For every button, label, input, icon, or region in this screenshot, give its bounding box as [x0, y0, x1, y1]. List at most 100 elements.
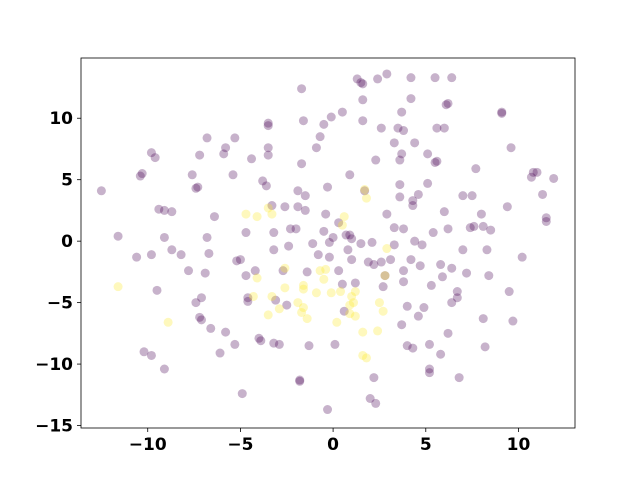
point — [209, 212, 219, 222]
point — [328, 232, 338, 242]
point — [334, 218, 344, 228]
point — [326, 288, 336, 298]
point — [406, 94, 416, 104]
point — [250, 266, 260, 276]
point — [313, 250, 323, 260]
point — [397, 149, 407, 159]
point — [150, 153, 160, 163]
point — [330, 339, 340, 349]
point — [399, 277, 409, 287]
point — [358, 327, 368, 337]
point — [486, 225, 496, 235]
point — [430, 73, 440, 83]
point — [497, 108, 507, 118]
point — [332, 317, 342, 327]
point — [424, 364, 434, 374]
x-tick-label: 0 — [327, 435, 339, 455]
point — [261, 181, 271, 191]
point — [339, 212, 349, 222]
point — [347, 234, 357, 244]
point — [345, 170, 355, 180]
point — [280, 263, 290, 273]
point — [300, 191, 310, 201]
point — [311, 288, 321, 298]
point — [284, 241, 294, 251]
point — [319, 226, 329, 236]
point — [408, 201, 418, 211]
y-tick-label: −15 — [35, 417, 73, 437]
point — [345, 300, 355, 310]
point — [215, 348, 225, 358]
point — [478, 221, 488, 231]
point — [228, 170, 238, 180]
point — [321, 264, 331, 274]
point — [452, 293, 462, 303]
point — [476, 209, 486, 219]
point — [373, 74, 383, 84]
point — [423, 149, 433, 159]
point — [280, 202, 290, 212]
point — [360, 186, 370, 196]
point — [297, 159, 307, 169]
point — [532, 167, 542, 177]
point — [230, 339, 240, 349]
point — [184, 266, 194, 276]
point — [541, 216, 551, 226]
point — [356, 78, 366, 88]
point — [252, 273, 262, 283]
point — [302, 314, 312, 324]
point — [380, 271, 390, 281]
point — [395, 180, 405, 190]
point — [243, 296, 253, 306]
x-tick-label: 5 — [420, 435, 432, 455]
point — [430, 157, 440, 167]
point — [376, 257, 386, 267]
point — [373, 326, 383, 336]
point — [297, 307, 307, 317]
point — [341, 230, 351, 240]
point — [502, 202, 512, 212]
point — [447, 73, 457, 83]
point — [195, 312, 205, 322]
point — [441, 100, 451, 110]
point — [263, 143, 273, 153]
point — [482, 245, 492, 255]
point — [339, 306, 349, 316]
point — [154, 204, 164, 214]
point — [324, 252, 334, 262]
point — [200, 268, 210, 278]
point — [347, 255, 357, 265]
point — [517, 252, 527, 262]
point — [347, 291, 357, 301]
point — [469, 221, 479, 231]
point — [423, 178, 433, 188]
point — [187, 170, 197, 180]
point — [443, 98, 453, 108]
point — [408, 196, 418, 206]
point — [337, 279, 347, 289]
point — [402, 301, 412, 311]
point — [408, 343, 418, 353]
point — [237, 389, 247, 399]
y-tick-label: −10 — [35, 355, 73, 375]
point — [295, 376, 305, 386]
point — [360, 185, 370, 195]
point — [378, 306, 388, 316]
point — [454, 373, 464, 383]
point — [282, 300, 292, 310]
y-tick-label: 0 — [61, 232, 73, 252]
point — [139, 347, 149, 357]
point — [367, 237, 377, 247]
point — [378, 282, 388, 292]
point — [386, 255, 396, 265]
point — [254, 333, 264, 343]
point — [232, 256, 242, 266]
point — [176, 250, 186, 260]
y-tick-label: −5 — [47, 294, 73, 314]
point — [202, 232, 212, 242]
point — [269, 228, 279, 238]
point — [167, 245, 177, 255]
point — [528, 167, 538, 177]
point — [193, 182, 203, 192]
point — [415, 261, 425, 271]
